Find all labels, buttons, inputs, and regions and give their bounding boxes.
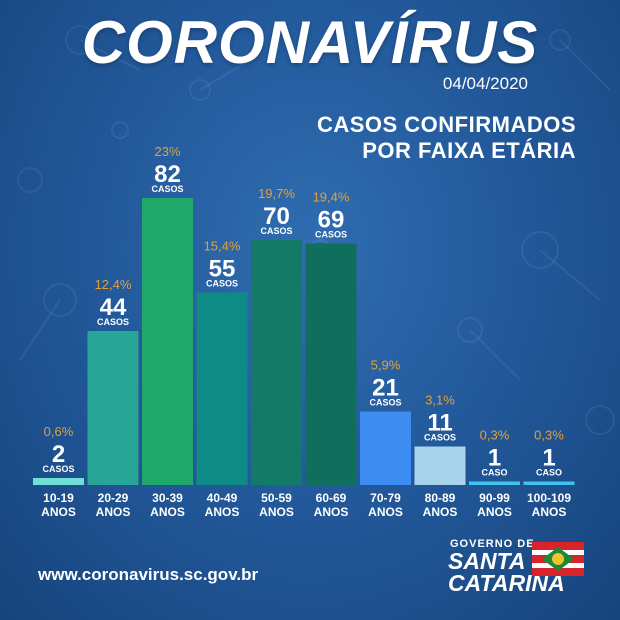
bar-value-label-4: 70: [263, 203, 290, 230]
x-tick-label-range-6: 70-79: [370, 491, 401, 505]
bar-unit-label-6: CASOS: [369, 398, 401, 408]
bar-unit-label-5: CASOS: [315, 230, 347, 240]
bar-unit-label-3: CASOS: [206, 279, 238, 289]
bar-value-label-5: 69: [318, 207, 345, 234]
bar-percent-label-1: 12,4%: [95, 277, 132, 292]
bar-percent-label-5: 19,4%: [313, 190, 350, 205]
governo-santa-catarina-logo: GOVERNO DE SANTA CATARINA: [448, 538, 588, 600]
subtitle-line-1: CASOS CONFIRMADOS: [316, 112, 576, 137]
logo-text-santa-catarina: SANTA CATARINA: [448, 548, 565, 596]
x-tick-label-unit-4: ANOS: [259, 505, 294, 519]
bar-percent-label-8: 0,3%: [480, 428, 510, 443]
chart-subtitle: CASOS CONFIRMADOS POR FAIXA ETÁRIA: [317, 112, 576, 164]
bar-percent-label-4: 19,7%: [258, 186, 295, 201]
bar-6: [360, 411, 411, 485]
bar-3: [196, 292, 248, 485]
bar-value-label-2: 82: [154, 161, 181, 188]
x-tick-label-unit-5: ANOS: [314, 505, 349, 519]
bar-1: [87, 331, 139, 485]
x-tick-label-unit-8: ANOS: [477, 505, 512, 519]
subtitle-line-2: POR FAIXA ETÁRIA: [362, 138, 576, 163]
bar-8: [469, 481, 520, 485]
bar-unit-label-4: CASOS: [260, 226, 292, 236]
x-tick-label-range-5: 60-69: [316, 491, 347, 505]
bar-unit-label-1: CASOS: [97, 317, 129, 327]
bar-value-label-8: 1: [488, 445, 501, 472]
bar-percent-label-0: 0,6%: [44, 424, 74, 439]
bar-unit-label-8: CASO: [481, 468, 507, 478]
x-tick-label-unit-6: ANOS: [368, 505, 403, 519]
bar-value-label-6: 21: [372, 375, 399, 402]
x-tick-label-range-1: 20-29: [98, 491, 129, 505]
bar-4: [251, 240, 302, 485]
report-date: 04/04/2020: [442, 74, 528, 93]
x-tick-label-unit-2: ANOS: [150, 505, 185, 519]
bar-percent-label-7: 3,1%: [425, 393, 455, 408]
x-tick-label-unit-9: ANOS: [532, 505, 567, 519]
bar-value-label-0: 2: [52, 441, 65, 468]
logo-text-santa: SANTA: [448, 548, 526, 574]
x-tick-label-range-2: 30-39: [152, 491, 183, 505]
bar-value-label-7: 11: [427, 410, 452, 437]
x-tick-label-unit-7: ANOS: [423, 505, 458, 519]
bar-7: [414, 446, 466, 485]
bar-unit-label-7: CASOS: [424, 433, 456, 443]
bar-percent-label-3: 15,4%: [204, 239, 241, 254]
x-tick-label-unit-3: ANOS: [205, 505, 240, 519]
state-flag-icon: [532, 542, 584, 576]
bar-percent-label-9: 0,3%: [534, 428, 564, 443]
bar-2: [142, 198, 193, 485]
x-tick-label-range-3: 40-49: [207, 491, 238, 505]
bar-percent-label-2: 23%: [154, 144, 180, 159]
bar-percent-label-6: 5,9%: [371, 358, 401, 373]
bar-unit-label-2: CASOS: [151, 184, 183, 194]
bar-value-label-1: 44: [100, 294, 127, 321]
logo-text-catarina: CATARINA: [448, 570, 565, 596]
x-tick-label-unit-1: ANOS: [96, 505, 131, 519]
bar-value-label-9: 1: [542, 445, 555, 472]
page-title: CORONAVÍRUS: [81, 9, 539, 76]
x-tick-label-range-7: 80-89: [425, 491, 456, 505]
x-tick-label-range-9: 100-109: [527, 491, 571, 505]
x-tick-label-range-4: 50-59: [261, 491, 292, 505]
bar-value-label-3: 55: [209, 256, 236, 283]
x-tick-label-unit-0: ANOS: [41, 505, 76, 519]
bar-5: [305, 243, 357, 485]
bar-9: [523, 481, 575, 485]
x-tick-label-range-0: 10-19: [43, 491, 74, 505]
logo-text-governo: GOVERNO DE: [450, 538, 535, 550]
bar-unit-label-0: CASOS: [42, 464, 74, 474]
website-url[interactable]: www.coronavirus.sc.gov.br: [38, 565, 259, 584]
x-tick-label-range-8: 90-99: [479, 491, 510, 505]
bar-unit-label-9: CASO: [536, 468, 562, 478]
bar-0: [33, 478, 84, 485]
